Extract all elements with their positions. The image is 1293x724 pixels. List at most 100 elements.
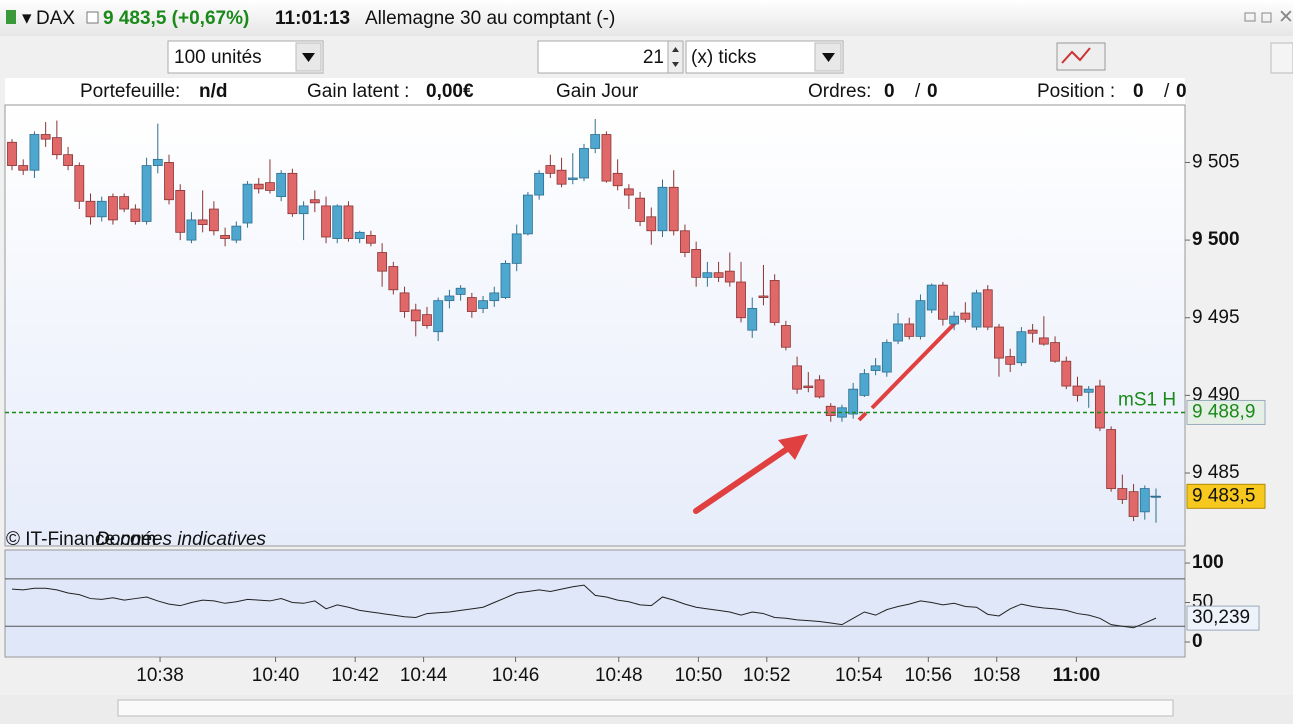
candle-body bbox=[971, 292, 982, 328]
candle-body bbox=[1061, 360, 1072, 387]
side-button[interactable] bbox=[1270, 42, 1293, 74]
candle-body bbox=[108, 196, 118, 221]
candle-body bbox=[242, 183, 253, 224]
minimize-button[interactable] bbox=[1244, 12, 1256, 22]
candle-body bbox=[197, 219, 208, 225]
x-tick-label: 10:58 bbox=[973, 665, 1021, 686]
candle-body bbox=[422, 314, 432, 326]
candle-body bbox=[736, 281, 746, 319]
candle-body bbox=[881, 342, 892, 373]
indicator-line bbox=[11, 584, 1157, 629]
candle-body bbox=[186, 219, 197, 241]
candle-body bbox=[343, 205, 354, 239]
orders-count: 0 bbox=[884, 81, 895, 102]
menu-arrow[interactable]: ▾ bbox=[22, 8, 32, 29]
candle-body bbox=[287, 172, 298, 215]
candle-body bbox=[63, 154, 73, 166]
candle-body bbox=[231, 225, 242, 241]
candle-body bbox=[208, 208, 219, 232]
candle-body bbox=[1117, 488, 1128, 500]
level-label: 9 488,9 bbox=[1192, 401, 1255, 422]
candle-body bbox=[769, 280, 780, 323]
dropdown-arrow bbox=[822, 53, 835, 62]
candle-body bbox=[1128, 491, 1139, 517]
candle-body bbox=[534, 172, 545, 196]
indicator-label: 30,239 bbox=[1192, 607, 1250, 628]
level-label-box bbox=[1186, 399, 1266, 425]
info-icon[interactable] bbox=[86, 11, 99, 24]
info-bar bbox=[5, 78, 1185, 105]
candle-body bbox=[579, 148, 589, 179]
candle-body bbox=[949, 315, 960, 325]
candle-body bbox=[141, 165, 152, 222]
annotation-arrow bbox=[693, 444, 793, 514]
candle-body bbox=[511, 233, 522, 264]
ticks-unit: (x) ticks bbox=[691, 47, 756, 68]
y-tick-label: 9 495 bbox=[1192, 307, 1240, 328]
chart-type-button[interactable] bbox=[1056, 42, 1106, 71]
candle-body bbox=[433, 300, 444, 333]
candle-body bbox=[590, 134, 601, 149]
maximize-button[interactable] bbox=[1261, 12, 1272, 23]
candle-body bbox=[758, 295, 769, 298]
candle-body bbox=[298, 205, 309, 215]
app-icon bbox=[6, 10, 16, 24]
x-tick-label: 10:42 bbox=[331, 665, 379, 686]
candle-body bbox=[455, 287, 466, 295]
candle-body bbox=[366, 235, 376, 244]
close-button[interactable]: ✕ bbox=[1278, 7, 1293, 28]
y-tick-label: 9 485 bbox=[1192, 462, 1240, 483]
candle-body bbox=[130, 208, 141, 222]
y-tick-label: 9 500 bbox=[1192, 229, 1240, 250]
candle-body bbox=[354, 231, 365, 239]
spinner[interactable] bbox=[667, 40, 684, 74]
candle-body bbox=[276, 172, 287, 198]
scrollbar[interactable] bbox=[117, 699, 1174, 717]
orders-label: Ordres: bbox=[808, 81, 871, 102]
title-bar bbox=[0, 0, 1293, 36]
candle-body bbox=[265, 182, 275, 191]
candle-body bbox=[410, 309, 421, 322]
candle-body bbox=[702, 272, 713, 278]
candle-body bbox=[713, 272, 724, 278]
x-tick-label: 11:00 bbox=[1053, 665, 1101, 686]
quote: 9 483,5 (+0,67%) bbox=[103, 8, 249, 29]
annotation-line bbox=[857, 411, 868, 422]
candle-body bbox=[982, 289, 993, 328]
candle-body bbox=[893, 323, 903, 342]
annotation-arrowhead bbox=[778, 434, 808, 460]
candle-body bbox=[1038, 337, 1049, 345]
x-tick-label: 10:38 bbox=[136, 665, 184, 686]
candle-body bbox=[175, 190, 186, 233]
position-label: Position : bbox=[1037, 81, 1115, 102]
candle-body bbox=[1083, 388, 1094, 393]
candle-body bbox=[556, 169, 567, 185]
candle-body bbox=[646, 216, 657, 232]
candle-body bbox=[377, 252, 388, 272]
annotation bbox=[693, 318, 960, 514]
dropdown-arrow bbox=[302, 53, 315, 62]
quote-time: 11:01:13 bbox=[275, 8, 350, 29]
instrument-name: Allemagne 30 au comptant (-) bbox=[365, 8, 615, 29]
candle-body bbox=[1050, 342, 1060, 362]
candle-body bbox=[747, 308, 758, 331]
x-tick-label: 10:56 bbox=[905, 665, 953, 686]
candle-body bbox=[814, 379, 825, 398]
separator: / bbox=[915, 81, 921, 102]
x-tick-label: 10:46 bbox=[492, 665, 540, 686]
candle-body bbox=[691, 249, 702, 278]
candle-body bbox=[792, 365, 802, 390]
separator: / bbox=[1164, 81, 1170, 102]
candle-body bbox=[500, 262, 511, 298]
candle-body bbox=[253, 183, 264, 190]
gain-value: 0,00€ bbox=[426, 81, 474, 102]
candle-body bbox=[7, 141, 17, 166]
candle-body bbox=[623, 188, 634, 196]
ticks-input[interactable] bbox=[537, 40, 669, 74]
candle-body bbox=[1106, 429, 1117, 489]
x-tick-label: 10:44 bbox=[400, 665, 448, 686]
candle-body bbox=[489, 292, 500, 302]
candle-body bbox=[870, 365, 881, 371]
candle-body bbox=[612, 172, 623, 187]
